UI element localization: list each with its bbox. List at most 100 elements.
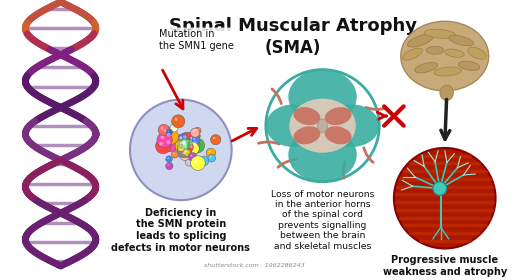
Ellipse shape <box>324 107 352 125</box>
Circle shape <box>177 143 186 152</box>
Ellipse shape <box>318 119 328 132</box>
Circle shape <box>180 147 184 151</box>
Circle shape <box>182 141 185 143</box>
Circle shape <box>161 127 163 130</box>
Circle shape <box>179 145 181 147</box>
Ellipse shape <box>293 126 320 144</box>
Circle shape <box>193 141 197 145</box>
Circle shape <box>182 151 185 155</box>
Circle shape <box>183 139 190 147</box>
Circle shape <box>394 148 496 248</box>
Circle shape <box>190 128 200 137</box>
Circle shape <box>185 144 187 147</box>
Circle shape <box>180 137 193 149</box>
Circle shape <box>183 144 185 146</box>
Circle shape <box>184 149 191 156</box>
Circle shape <box>194 159 198 163</box>
Ellipse shape <box>434 67 461 76</box>
Ellipse shape <box>459 61 480 70</box>
Ellipse shape <box>424 29 456 38</box>
Circle shape <box>163 129 166 132</box>
Text: Deficiency in
the SMN protein
leads to splicing
defects in motor neurons: Deficiency in the SMN protein leads to s… <box>111 208 250 253</box>
Circle shape <box>161 136 164 139</box>
Circle shape <box>180 142 181 144</box>
Ellipse shape <box>288 70 357 124</box>
Circle shape <box>171 151 178 158</box>
Circle shape <box>163 137 178 152</box>
Circle shape <box>209 150 211 153</box>
Ellipse shape <box>440 85 453 101</box>
Ellipse shape <box>289 99 356 153</box>
Circle shape <box>187 140 188 142</box>
Circle shape <box>185 146 187 148</box>
Circle shape <box>180 132 194 146</box>
Circle shape <box>266 70 379 182</box>
Circle shape <box>161 126 173 138</box>
Circle shape <box>179 138 191 150</box>
Circle shape <box>178 148 181 151</box>
Ellipse shape <box>324 104 379 147</box>
Circle shape <box>193 132 200 139</box>
Ellipse shape <box>445 49 464 57</box>
Circle shape <box>178 143 186 151</box>
Text: (SMA): (SMA) <box>265 39 321 57</box>
Circle shape <box>166 162 173 170</box>
Ellipse shape <box>293 107 320 125</box>
Circle shape <box>179 138 192 151</box>
Circle shape <box>190 156 205 170</box>
Circle shape <box>155 138 171 154</box>
Text: Spinal Muscular Atrophy: Spinal Muscular Atrophy <box>169 17 417 35</box>
Circle shape <box>158 124 170 136</box>
Circle shape <box>181 140 190 148</box>
Circle shape <box>211 135 221 145</box>
Circle shape <box>184 149 187 153</box>
Circle shape <box>201 158 204 161</box>
Ellipse shape <box>426 46 444 54</box>
Circle shape <box>175 145 188 158</box>
Ellipse shape <box>288 128 357 182</box>
Ellipse shape <box>449 35 474 46</box>
Circle shape <box>179 136 182 139</box>
Circle shape <box>433 182 447 195</box>
Ellipse shape <box>324 126 352 144</box>
Circle shape <box>166 140 170 144</box>
Circle shape <box>172 115 185 128</box>
Circle shape <box>213 137 215 139</box>
Circle shape <box>170 124 178 132</box>
Circle shape <box>186 159 193 166</box>
Circle shape <box>187 143 199 155</box>
Text: Mutation in
the SMN1 gene: Mutation in the SMN1 gene <box>159 29 234 51</box>
Text: Loss of motor neurons
in the anterior horns
of the spinal cord
prevents signalli: Loss of motor neurons in the anterior ho… <box>271 190 374 251</box>
Circle shape <box>185 141 187 143</box>
Circle shape <box>192 130 195 132</box>
Circle shape <box>183 140 186 143</box>
Circle shape <box>187 137 198 147</box>
Circle shape <box>175 139 188 153</box>
Circle shape <box>195 134 197 136</box>
Circle shape <box>178 134 187 144</box>
Circle shape <box>187 139 200 151</box>
Circle shape <box>180 140 193 153</box>
Circle shape <box>178 141 185 147</box>
Circle shape <box>183 135 187 139</box>
Ellipse shape <box>407 34 433 47</box>
Circle shape <box>130 100 231 200</box>
Ellipse shape <box>415 62 437 73</box>
Circle shape <box>194 127 201 134</box>
Ellipse shape <box>468 47 486 59</box>
Circle shape <box>181 139 194 151</box>
Circle shape <box>196 129 198 130</box>
Circle shape <box>180 141 183 144</box>
Circle shape <box>183 140 186 143</box>
Circle shape <box>167 157 169 159</box>
Circle shape <box>177 144 191 158</box>
Circle shape <box>175 118 178 121</box>
Circle shape <box>180 137 192 150</box>
Ellipse shape <box>402 48 422 60</box>
Ellipse shape <box>266 104 321 147</box>
Circle shape <box>185 147 187 149</box>
Circle shape <box>178 142 181 146</box>
Circle shape <box>172 126 174 128</box>
Circle shape <box>185 151 187 153</box>
Circle shape <box>190 142 193 145</box>
